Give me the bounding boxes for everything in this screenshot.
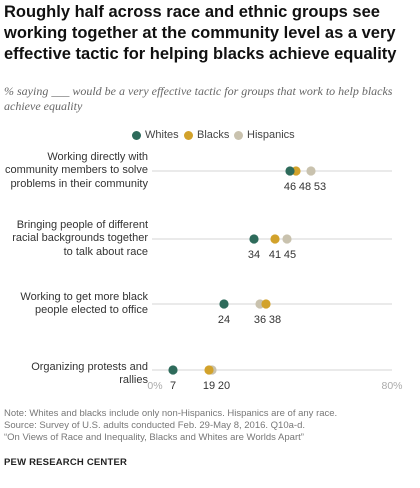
dot-whites [219,299,229,309]
category-label-line: rallies [119,374,148,386]
value-label-hispanics: 53 [314,181,326,193]
value-label-whites: 34 [248,249,260,261]
category-label: Working directly with community members t… [5,151,148,192]
legend-item-whites: Whites [132,129,179,141]
dot-blacks [261,299,271,309]
legend-label-whites: Whites [145,129,179,141]
category-label-line: problems in their community [10,177,148,190]
value-label-blacks: 48 [299,181,311,193]
chart-title: Roughly half across race and ethnic grou… [4,3,397,63]
x-tick-label-max: 80% [381,380,402,392]
category-label: Working to get more black people elected … [20,291,148,318]
legend-item-hispanics: Hispanics [234,129,295,141]
notes: Note: Whites and blacks include only non… [4,408,416,444]
category-label: Organizing protests and rallies [31,361,148,388]
category-label-line: community members to solve [4,164,148,177]
category-label-line: people elected to office [35,304,148,316]
dot-whites [249,234,259,244]
legend-item-blacks: Blacks [184,129,229,141]
category-label-line: to talk about race [63,245,148,258]
dot-hispanics [306,166,316,176]
category-label-line: Bringing people of different [16,218,148,231]
value-label-blacks: 38 [269,314,281,326]
chart-subtitle: % saying ___ would be a very effective t… [4,84,393,113]
source-org: PEW RESEARCH CENTER [4,457,128,468]
value-label-hispanics: 20 [218,380,230,392]
category-label-line: Working to get more black [20,290,148,303]
value-label-whites: 7 [170,380,176,392]
legend-label-hispanics: Hispanics [247,129,295,141]
dot-whites [285,166,295,176]
legend-label-blacks: Blacks [197,129,230,141]
value-label-blacks: 19 [203,380,215,392]
value-label-blacks: 41 [269,249,281,261]
x-tick-label-min: 0% [147,380,162,392]
value-label-hispanics: 36 [254,314,266,326]
dot-hispanics [282,234,292,244]
dot-whites [168,365,178,375]
source-line: Source: Survey of U.S. adults conducted … [4,420,305,431]
legend: Whites Blacks Hispanics [0,129,420,145]
dot-blacks [204,365,214,375]
category-label: Bringing people of different racial backg… [12,219,148,260]
value-label-whites: 24 [218,314,230,326]
value-label-whites: 46 [284,181,296,193]
category-label-line: Working directly with [47,150,148,163]
legend-swatch-hispanics [234,130,243,140]
legend-swatch-whites [132,130,141,140]
report-title-line: “On Views of Race and Inequality, Blacks… [4,432,304,443]
category-label-line: racial backgrounds together [12,232,148,245]
category-label-line: Organizing protests and [31,360,148,373]
value-label-hispanics: 45 [284,249,296,261]
dot-plot: 0% 80% 46 48 53 34 41 45 24 36 38 7 19 20 [147,166,403,392]
legend-swatch-blacks [184,130,193,140]
note-line: Note: Whites and blacks include only non… [4,408,338,419]
dot-blacks [270,234,280,244]
